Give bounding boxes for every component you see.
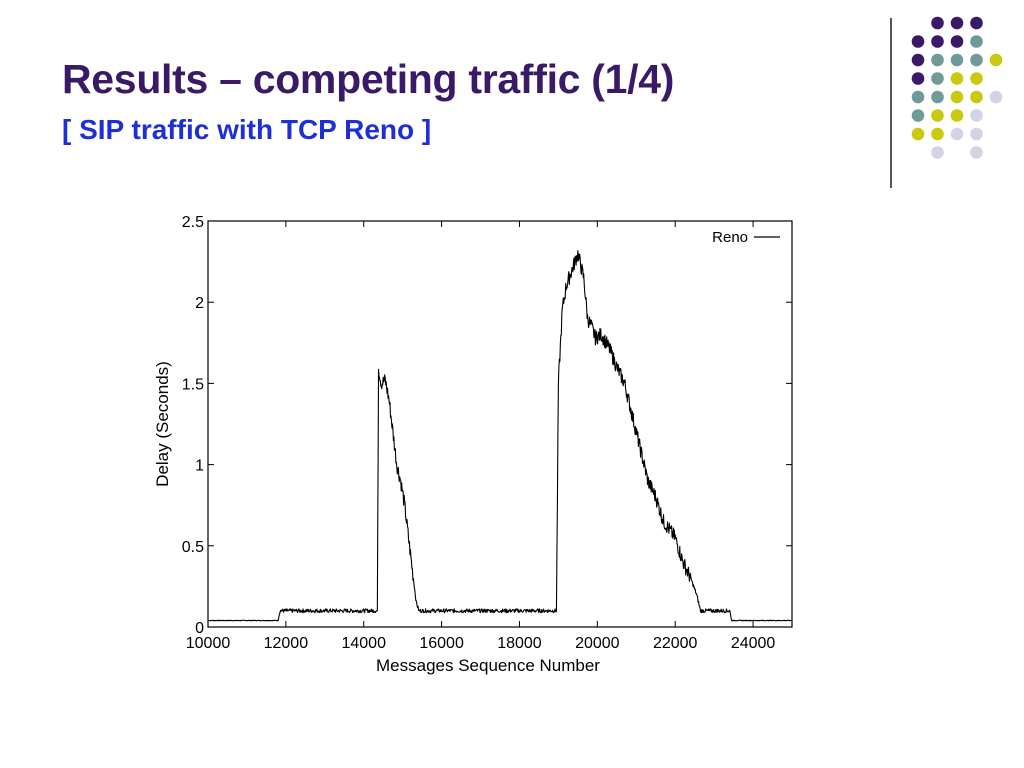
- decorative-dot: [931, 35, 944, 48]
- x-tick-label: 16000: [419, 635, 464, 652]
- decorative-dot: [931, 109, 944, 122]
- decorative-dot: [911, 127, 925, 141]
- legend-label: Reno: [712, 229, 748, 246]
- x-tick-label: 24000: [731, 635, 776, 652]
- decorative-dot: [989, 53, 1003, 67]
- decorative-dot: [950, 16, 964, 30]
- decorative-dot: [931, 127, 944, 141]
- decorative-dot: [970, 127, 983, 141]
- plot-area: [207, 220, 793, 628]
- decorative-dot: [950, 72, 964, 85]
- decorative-dot: [950, 35, 964, 48]
- delay-line-chart: 10000 12000 14000 16000 18000 20000 22000 24000…: [153, 214, 793, 675]
- y-tick-label: 1.5: [182, 376, 204, 393]
- slide-subtitle: [ SIP traffic with TCP Reno ]: [62, 114, 432, 145]
- y-axis-label: Delay (Seconds): [153, 361, 172, 487]
- decorative-dot: [911, 53, 925, 67]
- decorative-dot: [931, 146, 944, 159]
- decorative-dot: [970, 109, 983, 122]
- y-tick-label: 1: [195, 458, 204, 475]
- decorative-dot: [950, 90, 964, 104]
- x-tick-label: 20000: [575, 635, 620, 652]
- decorative-dot: [911, 109, 925, 122]
- decorative-dot: [970, 146, 983, 159]
- decorative-dot: [911, 72, 925, 85]
- decorative-dot: [950, 53, 964, 67]
- x-tick-label: 22000: [653, 635, 698, 652]
- slide-title: Results – competing traffic (1/4): [62, 56, 675, 102]
- x-tick-label: 18000: [497, 635, 542, 652]
- decorative-dot: [950, 109, 964, 122]
- decorative-dot: [970, 16, 983, 30]
- decorative-dot: [931, 90, 944, 104]
- decorative-dot: [970, 72, 983, 85]
- y-tick-label: 2: [195, 295, 204, 312]
- decorative-dot: [931, 53, 944, 67]
- x-axis-label: Messages Sequence Number: [376, 656, 600, 675]
- decorative-dot: [989, 90, 1003, 104]
- decorative-dot: [931, 72, 944, 85]
- y-tick-label: 2.5: [182, 214, 204, 231]
- header-divider: [890, 18, 892, 188]
- x-tick-label: 10000: [186, 635, 231, 652]
- decorative-dot-grid: [911, 16, 1003, 159]
- x-tick-label: 14000: [341, 635, 386, 652]
- decorative-dot: [931, 16, 944, 30]
- decorative-dot: [970, 53, 983, 67]
- y-tick-label: 0.5: [182, 539, 204, 556]
- decorative-dot: [911, 35, 925, 48]
- x-tick-label: 12000: [264, 635, 309, 652]
- decorative-dot: [950, 127, 964, 141]
- decorative-dot: [970, 90, 983, 104]
- decorative-dot: [970, 35, 983, 48]
- decorative-dot: [911, 90, 925, 104]
- series-line-reno: [207, 250, 793, 622]
- y-tick-label: 0: [195, 620, 204, 637]
